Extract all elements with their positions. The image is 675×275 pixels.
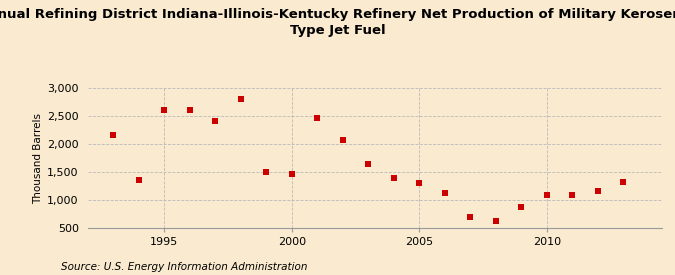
Text: Source: U.S. Energy Information Administration: Source: U.S. Energy Information Administ…	[61, 262, 307, 272]
Point	[286, 172, 297, 176]
Point	[184, 108, 195, 113]
Point	[312, 116, 323, 120]
Point	[108, 132, 119, 137]
Point	[210, 118, 221, 123]
Point	[490, 219, 501, 223]
Point	[465, 215, 476, 219]
Point	[388, 176, 399, 180]
Point	[567, 192, 578, 197]
Point	[134, 178, 144, 182]
Point	[541, 193, 552, 197]
Point	[261, 170, 271, 174]
Point	[159, 108, 169, 112]
Point	[439, 191, 450, 196]
Text: Annual Refining District Indiana-Illinois-Kentucky Refinery Net Production of Mi: Annual Refining District Indiana-Illinoi…	[0, 8, 675, 37]
Point	[516, 205, 526, 210]
Point	[363, 161, 374, 166]
Point	[618, 180, 628, 185]
Point	[414, 181, 425, 185]
Point	[338, 138, 348, 142]
Point	[593, 189, 603, 193]
Point	[236, 97, 246, 101]
Y-axis label: Thousand Barrels: Thousand Barrels	[33, 113, 43, 204]
